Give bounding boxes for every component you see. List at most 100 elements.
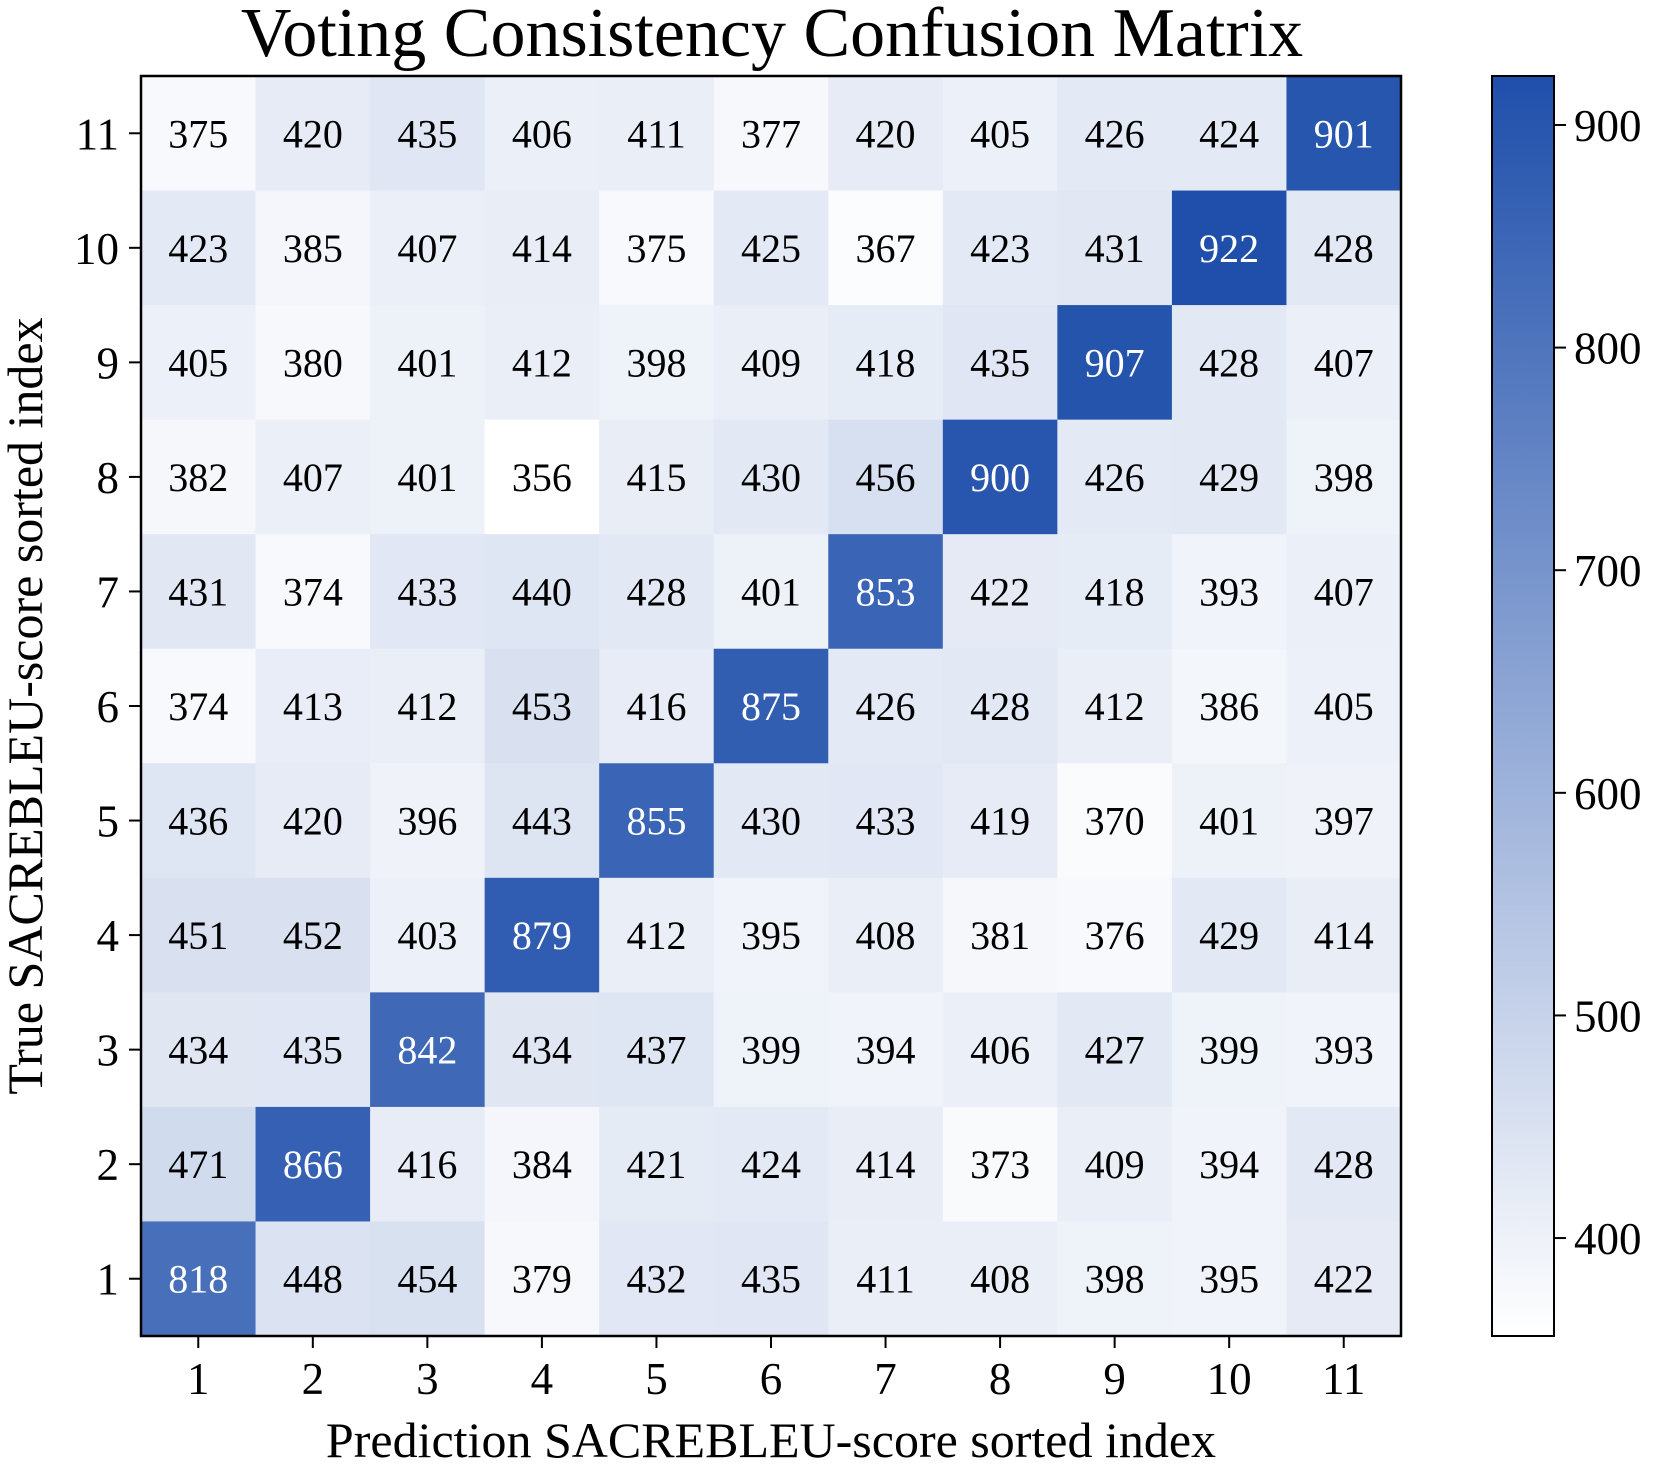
cell-value-label: 907 bbox=[1085, 340, 1145, 385]
cell-value-label: 424 bbox=[741, 1142, 801, 1187]
x-tick-label: 1 bbox=[187, 1354, 210, 1404]
heatmap-cell bbox=[141, 305, 257, 421]
cell-value-label: 367 bbox=[856, 226, 916, 271]
x-tick-label: 10 bbox=[1207, 1354, 1252, 1404]
heatmap-cell bbox=[713, 992, 829, 1108]
heatmap-cell bbox=[713, 305, 829, 421]
cell-value-label: 853 bbox=[856, 569, 916, 614]
cell-value-label: 425 bbox=[741, 226, 801, 271]
heatmap-cell bbox=[828, 992, 944, 1108]
heatmap-cell bbox=[484, 648, 600, 764]
heatmap-cell bbox=[1171, 877, 1287, 993]
heatmap-cell bbox=[828, 1221, 944, 1337]
cell-value-label: 433 bbox=[856, 799, 916, 844]
cell-value-label: 412 bbox=[512, 340, 572, 385]
cell-value-label: 427 bbox=[1085, 1028, 1145, 1073]
y-tick-label: 2 bbox=[97, 1140, 120, 1190]
heatmap-cell bbox=[141, 1221, 257, 1337]
heatmap-cell bbox=[599, 419, 715, 535]
cell-value-label: 401 bbox=[741, 569, 801, 614]
heatmap-cell bbox=[1286, 763, 1402, 879]
y-tick-label: 5 bbox=[97, 797, 120, 847]
cell-value-label: 412 bbox=[1085, 684, 1145, 729]
cell-value-label: 401 bbox=[397, 340, 457, 385]
heatmap-cell bbox=[370, 877, 486, 993]
heatmap-cell bbox=[255, 190, 371, 306]
heatmap-cell bbox=[1057, 305, 1173, 421]
cell-value-label: 421 bbox=[626, 1142, 686, 1187]
y-axis-label: True SACREBLEU-score sorted index bbox=[0, 317, 53, 1094]
heatmap-cell bbox=[713, 76, 829, 192]
heatmap-cell bbox=[1057, 1221, 1173, 1337]
cell-value-label: 393 bbox=[1314, 1028, 1374, 1073]
cell-value-label: 428 bbox=[626, 569, 686, 614]
y-tick-label: 9 bbox=[97, 338, 120, 388]
heatmap-cell bbox=[713, 1106, 829, 1222]
cell-value-label: 454 bbox=[397, 1257, 457, 1302]
heatmap-cell bbox=[484, 1221, 600, 1337]
y-axis-ticks: 11 10 9 8 7 6 5 4 3 2 1 bbox=[74, 109, 141, 1305]
heatmap-cell bbox=[370, 190, 486, 306]
heatmap-cell bbox=[1057, 877, 1173, 993]
heatmap-cell bbox=[942, 534, 1058, 650]
heatmap-cell bbox=[141, 763, 257, 879]
heatmap-cell bbox=[1057, 190, 1173, 306]
heatmap-cell bbox=[599, 648, 715, 764]
heatmap-cell bbox=[1171, 648, 1287, 764]
cell-value-label: 374 bbox=[168, 684, 228, 729]
y-tick-label: 8 bbox=[97, 453, 120, 503]
heatmap-cell bbox=[484, 763, 600, 879]
cell-value-label: 429 bbox=[1199, 913, 1259, 958]
heatmap-cell bbox=[713, 419, 829, 535]
heatmap-cell bbox=[599, 534, 715, 650]
cell-value-label: 393 bbox=[1199, 569, 1259, 614]
cell-value-label: 414 bbox=[512, 226, 572, 271]
cell-value-label: 379 bbox=[512, 1257, 572, 1302]
heatmap-cell bbox=[599, 763, 715, 879]
heatmap-cell bbox=[599, 992, 715, 1108]
heatmap-cell bbox=[255, 1221, 371, 1337]
heatmap-cell bbox=[828, 190, 944, 306]
heatmap-cell bbox=[141, 877, 257, 993]
x-tick-label: 11 bbox=[1322, 1354, 1365, 1404]
heatmap-cell bbox=[370, 1106, 486, 1222]
heatmap-cell bbox=[370, 648, 486, 764]
heatmap-cell bbox=[942, 305, 1058, 421]
cell-value-label: 406 bbox=[512, 111, 572, 156]
heatmap-cell bbox=[141, 1106, 257, 1222]
heatmap-cell bbox=[1057, 1106, 1173, 1222]
cell-value-label: 418 bbox=[1085, 569, 1145, 614]
heatmap-cells: 375 420 435 406 411 377 420 405 426 424 901 423 385 4… bbox=[141, 76, 1402, 1337]
heatmap-cell bbox=[942, 648, 1058, 764]
heatmap-cell bbox=[1286, 1106, 1402, 1222]
heatmap-cell bbox=[255, 763, 371, 879]
cell-value-label: 395 bbox=[741, 913, 801, 958]
cell-value-label: 375 bbox=[626, 226, 686, 271]
heatmap-cell bbox=[255, 877, 371, 993]
cell-value-label: 443 bbox=[512, 799, 572, 844]
heatmap-cell bbox=[484, 534, 600, 650]
x-tick-label: 8 bbox=[989, 1354, 1012, 1404]
heatmap-cell bbox=[484, 305, 600, 421]
colorbar-tick-label: 700 bbox=[1574, 546, 1642, 596]
heatmap-cell bbox=[255, 305, 371, 421]
cell-value-label: 412 bbox=[626, 913, 686, 958]
cell-value-label: 451 bbox=[168, 913, 228, 958]
cell-value-label: 407 bbox=[1314, 569, 1374, 614]
cell-value-label: 418 bbox=[856, 340, 916, 385]
cell-value-label: 436 bbox=[168, 799, 228, 844]
heatmap-cell bbox=[370, 763, 486, 879]
cell-value-label: 420 bbox=[283, 799, 343, 844]
cell-value-label: 409 bbox=[741, 340, 801, 385]
heatmap-cell bbox=[141, 992, 257, 1108]
heatmap-cell bbox=[1171, 992, 1287, 1108]
heatmap-cell bbox=[1171, 305, 1287, 421]
cell-value-label: 380 bbox=[283, 340, 343, 385]
heatmap-cell bbox=[828, 1106, 944, 1222]
cell-value-label: 399 bbox=[741, 1028, 801, 1073]
colorbar-tick-label: 600 bbox=[1574, 769, 1642, 819]
cell-value-label: 422 bbox=[1314, 1257, 1374, 1302]
cell-value-label: 428 bbox=[1314, 226, 1374, 271]
cell-value-label: 900 bbox=[970, 455, 1030, 500]
heatmap-cell bbox=[1057, 648, 1173, 764]
